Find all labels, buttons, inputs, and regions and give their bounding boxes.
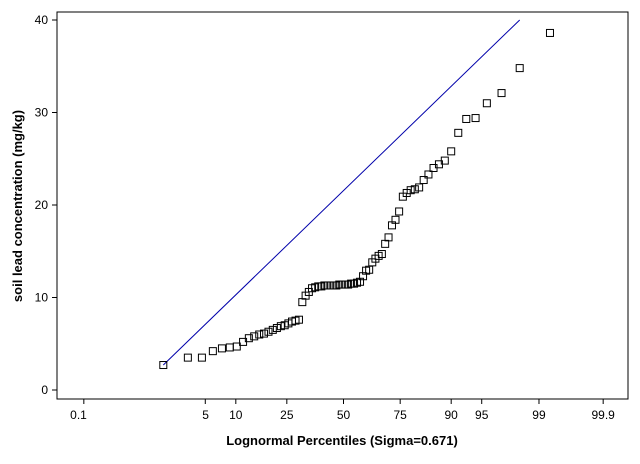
y-tick-label: 30 xyxy=(35,106,49,120)
x-axis-title: Lognormal Percentiles (Sigma=0.671) xyxy=(226,433,458,448)
data-point xyxy=(264,327,273,336)
data-point xyxy=(197,353,206,362)
data-point xyxy=(410,185,419,194)
data-point xyxy=(419,176,428,185)
x-tick-label: 5 xyxy=(202,408,209,422)
data-point xyxy=(482,99,491,108)
data-point xyxy=(255,330,264,339)
data-point xyxy=(208,347,217,356)
y-tick-label: 20 xyxy=(35,198,49,212)
data-point xyxy=(259,329,268,338)
y-tick-label: 40 xyxy=(35,13,49,27)
data-point xyxy=(545,28,554,37)
data-point xyxy=(454,128,463,137)
data-point xyxy=(344,280,353,289)
x-tick-label: 50 xyxy=(337,408,351,422)
data-point xyxy=(217,344,226,353)
x-tick-label: 99 xyxy=(532,408,546,422)
x-tick-label: 25 xyxy=(280,408,294,422)
data-point xyxy=(250,332,259,341)
data-point xyxy=(183,353,192,362)
data-point xyxy=(268,325,277,334)
y-tick-label: 0 xyxy=(41,383,48,397)
y-axis-title: soil lead concentration (mg/kg) xyxy=(10,110,25,302)
data-point xyxy=(415,183,424,192)
data-point xyxy=(440,156,449,165)
data-points-layer xyxy=(159,28,554,370)
y-axis: 0 10 20 30 40 xyxy=(35,13,57,397)
data-point xyxy=(515,64,524,73)
data-point xyxy=(395,207,404,216)
data-point xyxy=(332,281,341,290)
data-point xyxy=(391,215,400,224)
x-tick-label: 95 xyxy=(475,408,489,422)
fit-line xyxy=(162,19,521,366)
data-point xyxy=(350,279,359,288)
x-tick-label: 99.9 xyxy=(591,408,615,422)
data-point xyxy=(159,361,168,370)
data-point xyxy=(497,89,506,98)
data-point xyxy=(232,342,241,351)
data-point xyxy=(471,114,480,123)
data-point xyxy=(462,114,471,123)
data-point xyxy=(353,278,362,287)
y-tick-label: 10 xyxy=(35,291,49,305)
data-point xyxy=(384,233,393,242)
data-point xyxy=(406,186,415,195)
x-tick-label: 10 xyxy=(229,408,243,422)
x-tick-label: 75 xyxy=(393,408,407,422)
data-point xyxy=(294,315,303,324)
data-point xyxy=(377,250,386,259)
x-tick-label: 0.1 xyxy=(70,408,87,422)
data-point xyxy=(244,334,253,343)
x-axis: 0.1 5 10 25 50 75 90 95 99 99.9 xyxy=(70,399,615,422)
data-point xyxy=(447,147,456,156)
fit-line-layer xyxy=(162,19,521,366)
data-point xyxy=(424,170,433,179)
x-tick-label: 90 xyxy=(445,408,459,422)
